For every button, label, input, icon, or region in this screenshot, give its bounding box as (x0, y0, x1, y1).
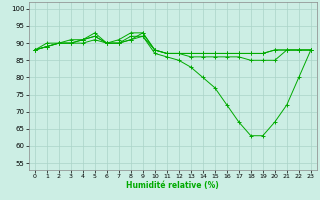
X-axis label: Humidité relative (%): Humidité relative (%) (126, 181, 219, 190)
